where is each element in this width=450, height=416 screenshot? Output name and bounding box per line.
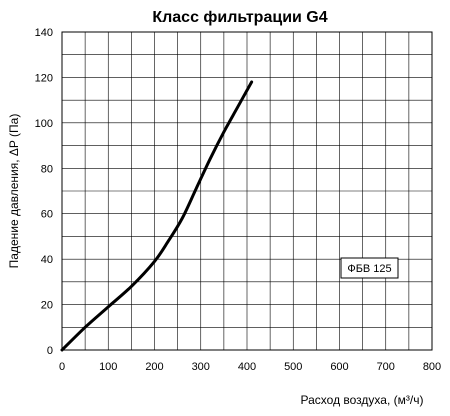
x-tick-label: 100: [99, 361, 117, 373]
x-tick-label: 200: [145, 361, 163, 373]
series-line: [60, 80, 254, 352]
x-axis-label: Расход воздуха, (м³/ч): [301, 393, 424, 407]
legend: ФБВ 125: [340, 257, 399, 279]
y-tick-label: 60: [41, 209, 53, 221]
grid: [62, 32, 432, 350]
x-tick-label: 500: [284, 361, 302, 373]
y-tick-label: 40: [41, 254, 53, 266]
y-tick-label: 120: [35, 72, 53, 84]
y-tick-label: 100: [35, 118, 53, 130]
y-tick-label: 0: [47, 345, 53, 357]
x-tick-label: 700: [377, 361, 395, 373]
x-tick-label: 0: [59, 361, 65, 373]
y-axis-label: Падение давления, ΔP (Па): [7, 114, 21, 269]
chart-title: Класс фильтрации G4: [152, 9, 327, 26]
y-tick-label: 140: [35, 27, 53, 39]
y-tick-label: 80: [41, 163, 53, 175]
legend-label: ФБВ 125: [347, 263, 391, 275]
series-lines: [60, 80, 254, 352]
x-tick-label: 400: [238, 361, 256, 373]
legend-box: [340, 257, 399, 279]
x-tick-label: 600: [330, 361, 348, 373]
tick-labels: 0 100 200 300 400 500 600 700 800 0 20 40 60 80 100 120…: [35, 27, 442, 373]
y-tick-label: 20: [41, 300, 53, 312]
x-tick-label: 800: [423, 361, 441, 373]
plot-frame: [61, 31, 433, 351]
x-tick-label: 300: [192, 361, 210, 373]
